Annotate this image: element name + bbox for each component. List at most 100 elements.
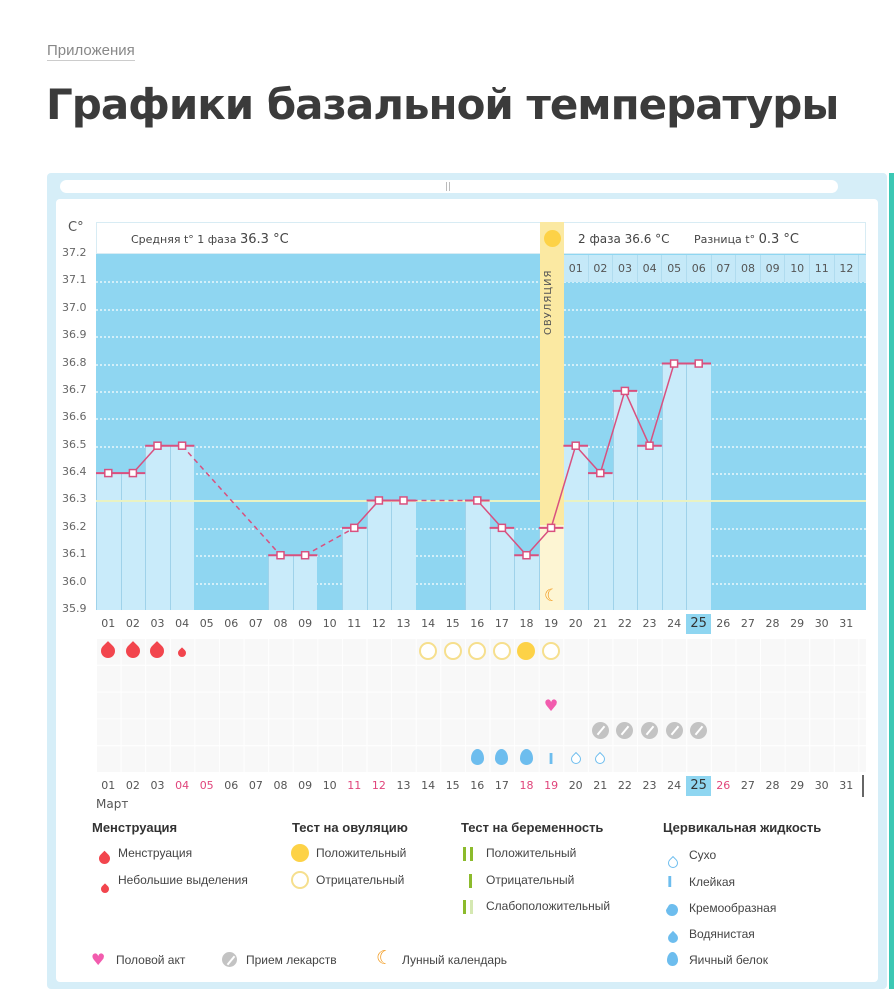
x-tick[interactable]: 24 (667, 779, 682, 792)
x-tick[interactable]: 13 (396, 617, 411, 630)
x-tick[interactable]: 30 (814, 779, 829, 792)
x-tick[interactable]: 20 (568, 617, 583, 630)
x-tick[interactable]: 30 (814, 617, 829, 630)
x-tick[interactable]: 04 (175, 779, 190, 792)
temperature-bar[interactable] (268, 555, 293, 610)
x-tick[interactable]: 15 (445, 617, 460, 630)
pill-icon[interactable] (686, 722, 711, 743)
x-tick[interactable]: 10 (322, 779, 337, 792)
x-tick[interactable]: 22 (617, 617, 632, 630)
temperature-bar[interactable] (120, 473, 146, 610)
x-tick[interactable]: 12 (371, 617, 386, 630)
temperature-bar[interactable] (588, 473, 613, 610)
x-tick[interactable]: 06 (224, 617, 239, 630)
scroll-grip-icon[interactable] (446, 182, 450, 191)
x-tick[interactable]: 22 (617, 779, 632, 792)
egg-white-icon[interactable] (465, 749, 490, 769)
x-tick[interactable]: 14 (421, 617, 436, 630)
temperature-bar[interactable] (145, 445, 170, 610)
x-tick[interactable]: 11 (347, 779, 362, 792)
dry-icon[interactable] (588, 749, 613, 768)
x-tick[interactable]: 28 (765, 779, 780, 792)
x-tick[interactable]: 15 (445, 779, 460, 792)
x-tick[interactable]: 18 (519, 779, 534, 792)
x-tick[interactable]: 01 (101, 617, 116, 630)
x-tick[interactable]: 26 (716, 617, 731, 630)
x-tick[interactable]: 12 (371, 779, 386, 792)
temperature-bar[interactable] (292, 555, 318, 610)
temperature-bar[interactable] (514, 555, 539, 610)
x-tick[interactable]: 23 (642, 779, 657, 792)
menstruation-drop-icon[interactable] (145, 641, 170, 662)
x-tick[interactable]: 09 (298, 779, 313, 792)
temperature-bar[interactable] (342, 527, 367, 610)
pill-icon[interactable] (613, 722, 638, 743)
today-marker[interactable]: 25 (686, 614, 711, 634)
x-tick[interactable]: 23 (642, 617, 657, 630)
heart-icon[interactable]: ♥ (543, 695, 559, 715)
temperature-bar[interactable] (661, 363, 687, 610)
temperature-bar[interactable] (391, 500, 416, 610)
marker-grid[interactable]: ♥ I (96, 638, 866, 772)
x-tick[interactable]: 29 (790, 617, 805, 630)
x-tick[interactable]: 16 (470, 779, 485, 792)
x-tick[interactable]: 05 (199, 779, 214, 792)
ovulation-negative-icon[interactable] (416, 642, 441, 664)
x-tick[interactable]: 03 (150, 779, 165, 792)
ovulation-negative-icon[interactable] (539, 642, 564, 664)
x-tick[interactable]: 18 (519, 617, 534, 630)
x-tick[interactable]: 21 (593, 779, 608, 792)
x-tick[interactable]: 19 (544, 779, 559, 792)
pill-icon[interactable] (662, 722, 687, 743)
breadcrumb-link[interactable]: Приложения (47, 42, 135, 61)
x-tick[interactable]: 21 (593, 617, 608, 630)
temperature-bar[interactable] (637, 445, 662, 610)
temperature-bar[interactable] (489, 527, 515, 610)
x-tick[interactable]: 05 (199, 617, 214, 630)
x-tick[interactable]: 07 (248, 617, 263, 630)
x-tick[interactable]: 10 (322, 617, 337, 630)
egg-white-icon[interactable] (514, 749, 539, 769)
pill-icon[interactable] (637, 722, 662, 743)
x-tick[interactable]: 11 (347, 617, 362, 630)
x-tick[interactable]: 01 (101, 779, 116, 792)
x-tick[interactable]: 16 (470, 617, 485, 630)
menstruation-drop-icon[interactable] (96, 641, 121, 662)
temperature-bar[interactable] (169, 445, 195, 610)
x-tick[interactable]: 02 (125, 617, 140, 630)
x-tick[interactable]: 17 (494, 779, 509, 792)
menstruation-drop-icon[interactable] (170, 642, 195, 661)
x-tick[interactable]: 28 (765, 617, 780, 630)
x-tick[interactable]: 07 (248, 779, 263, 792)
x-tick[interactable]: 27 (740, 779, 755, 792)
x-tick[interactable]: 24 (667, 617, 682, 630)
menstruation-drop-icon[interactable] (121, 641, 146, 662)
x-tick[interactable]: 14 (421, 779, 436, 792)
x-tick[interactable]: 08 (273, 617, 288, 630)
x-tick[interactable]: 31 (839, 779, 854, 792)
temperature-plot[interactable] (96, 254, 866, 610)
x-tick[interactable]: 06 (224, 779, 239, 792)
ovulation-negative-icon[interactable] (440, 642, 465, 664)
x-tick[interactable]: 19 (544, 617, 559, 630)
x-tick[interactable]: 04 (175, 617, 190, 630)
x-tick[interactable]: 17 (494, 617, 509, 630)
x-tick[interactable]: 29 (790, 779, 805, 792)
x-tick[interactable]: 02 (125, 779, 140, 792)
x-tick[interactable]: 20 (568, 779, 583, 792)
x-tick[interactable]: 27 (740, 617, 755, 630)
sticky-icon[interactable]: I (548, 750, 554, 769)
x-tick[interactable]: 09 (298, 617, 313, 630)
egg-white-icon[interactable] (490, 749, 515, 769)
temperature-bar[interactable] (366, 500, 392, 610)
dry-icon[interactable] (563, 749, 588, 768)
ovulation-negative-icon[interactable] (465, 642, 490, 664)
temperature-bar[interactable] (686, 363, 711, 610)
x-tick[interactable]: 03 (150, 617, 165, 630)
x-tick[interactable]: 31 (839, 617, 854, 630)
ovulation-negative-icon[interactable] (490, 642, 515, 664)
ovulation-positive-icon[interactable] (514, 642, 539, 664)
x-tick[interactable]: 13 (396, 779, 411, 792)
temperature-bar[interactable] (96, 473, 121, 610)
x-tick[interactable]: 08 (273, 779, 288, 792)
